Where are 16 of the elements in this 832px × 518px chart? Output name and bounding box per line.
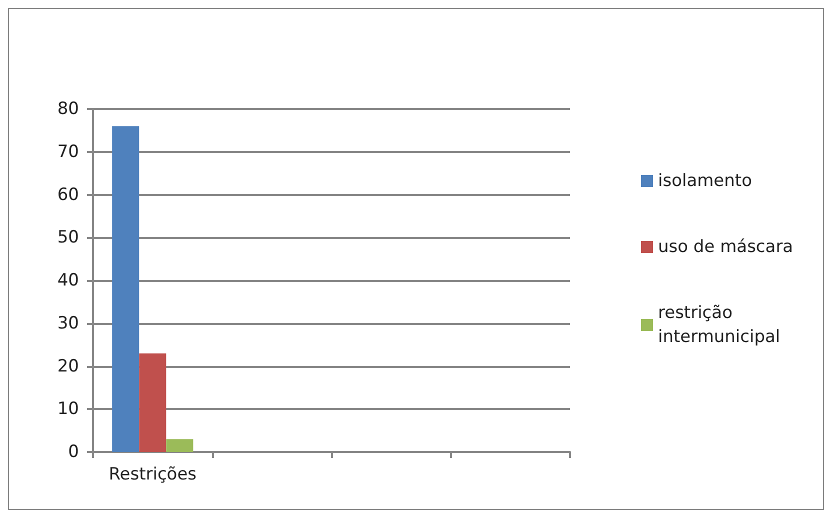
x-tick-label: Restrições	[108, 464, 197, 484]
y-tick-label: 50	[57, 228, 79, 248]
y-tick-label: 40	[57, 270, 79, 290]
y-tick-label: 70	[57, 142, 79, 162]
bar	[139, 353, 166, 452]
y-tick-label: 60	[57, 184, 79, 205]
legend-label: isolamento	[658, 171, 752, 191]
y-tick-label: 0	[68, 442, 79, 462]
bar	[166, 439, 194, 452]
y-tick-label: 10	[57, 399, 79, 420]
bar	[112, 126, 140, 452]
legend-label: uso de máscara	[658, 237, 794, 257]
y-tick-label: 30	[57, 313, 79, 334]
y-tick-label: 80	[57, 99, 79, 119]
legend-label: restrição intermunicipal	[658, 303, 780, 347]
y-tick-label: 20	[57, 356, 79, 376]
